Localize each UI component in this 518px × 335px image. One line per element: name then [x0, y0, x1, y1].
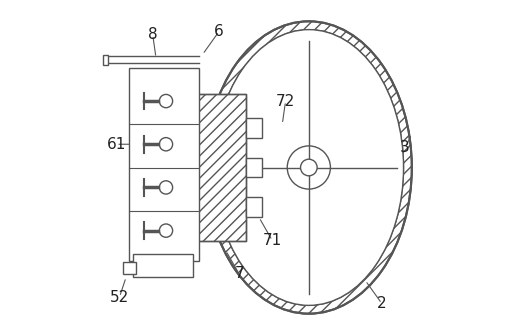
- Bar: [123, 262, 136, 274]
- Bar: [193, 94, 246, 241]
- Text: 72: 72: [276, 93, 295, 109]
- Text: 3: 3: [400, 140, 410, 155]
- Text: 7: 7: [234, 266, 244, 281]
- Text: 2: 2: [377, 296, 387, 311]
- Text: 71: 71: [263, 233, 282, 248]
- Circle shape: [300, 159, 317, 176]
- Text: 61: 61: [107, 137, 126, 152]
- Bar: [130, 68, 199, 261]
- Ellipse shape: [214, 29, 404, 306]
- Bar: [193, 94, 246, 241]
- Text: 6: 6: [214, 24, 224, 39]
- Bar: [246, 118, 262, 138]
- Bar: [246, 157, 262, 178]
- Ellipse shape: [214, 29, 404, 306]
- Text: 8: 8: [148, 27, 157, 42]
- Text: 52: 52: [110, 289, 129, 305]
- Bar: [103, 55, 108, 65]
- Bar: [133, 254, 193, 277]
- Bar: [246, 197, 262, 217]
